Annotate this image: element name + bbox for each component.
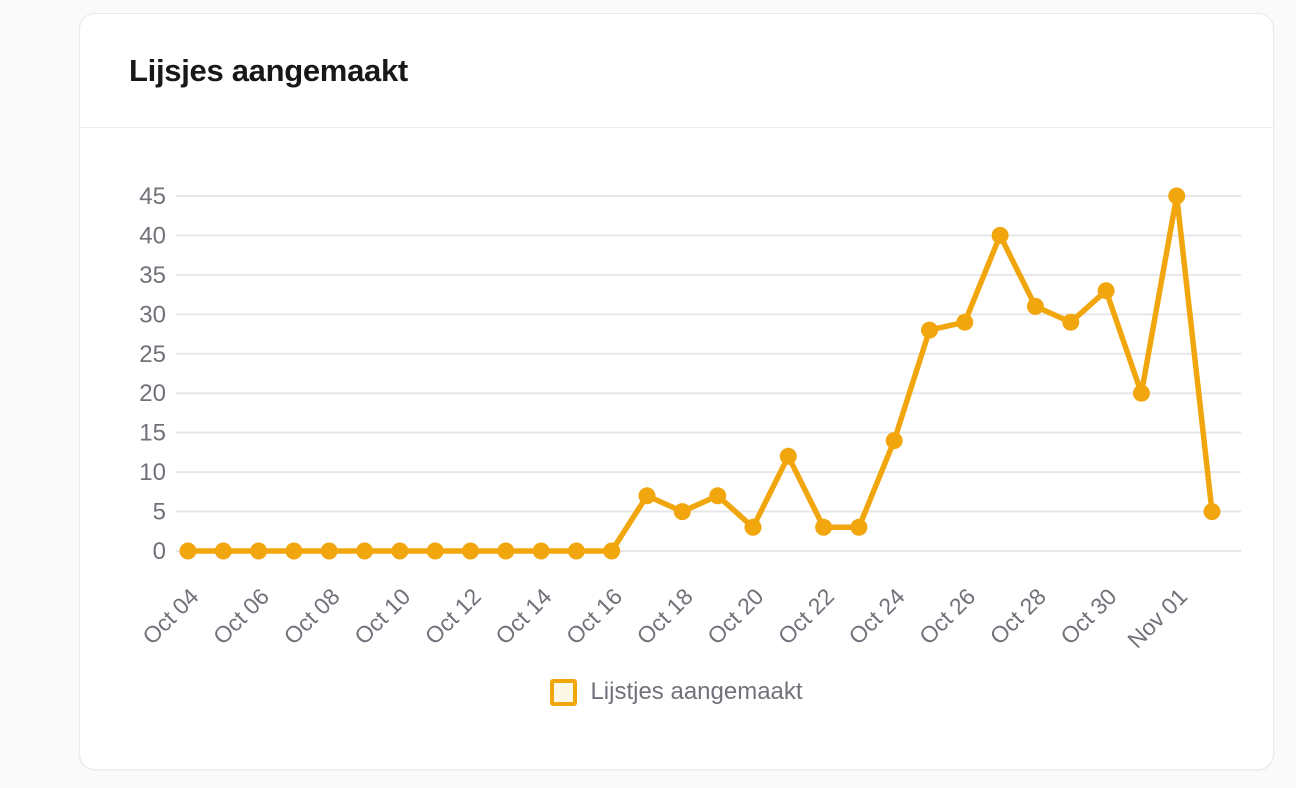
y-tick-label: 5 — [153, 499, 166, 526]
gridlines — [176, 195, 1241, 552]
x-tick-label: Oct 08 — [278, 583, 344, 649]
data-point[interactable] — [744, 518, 762, 536]
card-header: Lijsjes aangemaakt — [80, 14, 1273, 128]
x-tick-label: Oct 30 — [1055, 583, 1121, 649]
y-tick-label: 45 — [139, 183, 166, 210]
y-tick-label: 35 — [139, 262, 166, 289]
x-axis-tick-labels: Oct 04 Oct 06 Oct 08 Oct 10 Oct 12 Oct 14 Oct … — [137, 583, 1192, 653]
data-point[interactable] — [779, 447, 797, 465]
data-point[interactable] — [1203, 503, 1221, 521]
data-point[interactable] — [320, 542, 338, 560]
x-tick-label: Oct 12 — [420, 583, 486, 649]
data-point[interactable] — [567, 542, 585, 560]
data-point[interactable] — [1062, 313, 1080, 331]
x-tick-label: Oct 06 — [208, 583, 274, 649]
x-tick-label: Oct 20 — [702, 583, 768, 649]
data-point[interactable] — [956, 313, 974, 331]
data-point[interactable] — [921, 321, 938, 339]
data-point[interactable] — [462, 542, 479, 560]
x-tick-label: Oct 16 — [561, 583, 627, 649]
data-point[interactable] — [815, 518, 833, 536]
x-tick-label: Nov 01 — [1122, 583, 1192, 653]
chart-title: Lijsjes aangemaakt — [129, 52, 408, 88]
data-point[interactable] — [709, 487, 727, 505]
y-tick-label: 20 — [139, 380, 166, 407]
chart-card: Lijsjes aangemaakt 0 5 10 15 20 25 30 35 40 45 Oc… — [79, 13, 1274, 770]
legend-label: Lijstjes aangemaakt — [590, 678, 803, 705]
data-point[interactable] — [214, 542, 232, 560]
series-line — [185, 193, 1215, 554]
data-point[interactable] — [603, 542, 621, 560]
x-tick-label: Oct 22 — [773, 583, 839, 649]
y-tick-label: 40 — [139, 222, 166, 249]
y-tick-label: 15 — [139, 420, 166, 447]
line-series — [185, 193, 1215, 554]
x-tick-label: Oct 10 — [349, 583, 415, 649]
chart-area: 0 5 10 15 20 25 30 35 40 45 Oct 04 Oct 06 Oct 08 Oct… — [80, 128, 1273, 769]
y-tick-label: 10 — [139, 459, 166, 486]
data-point[interactable] — [1097, 282, 1115, 300]
data-point[interactable] — [1132, 384, 1150, 402]
data-point[interactable] — [1026, 297, 1044, 315]
data-point[interactable] — [285, 542, 303, 560]
y-tick-label: 0 — [153, 538, 166, 565]
x-tick-label: Oct 28 — [985, 583, 1051, 649]
y-axis-tick-labels: 0 5 10 15 20 25 30 35 40 45 — [139, 183, 166, 565]
data-point[interactable] — [532, 542, 550, 560]
x-tick-label: Oct 26 — [914, 583, 980, 649]
y-tick-label: 25 — [139, 341, 166, 368]
data-point[interactable] — [356, 542, 374, 560]
x-tick-label: Oct 04 — [137, 583, 203, 649]
data-point[interactable] — [1168, 187, 1186, 205]
data-point[interactable] — [991, 226, 1009, 244]
data-point[interactable] — [497, 542, 515, 560]
data-point[interactable] — [638, 487, 656, 505]
y-tick-label: 30 — [139, 301, 166, 328]
legend: Lijstjes aangemaakt — [80, 678, 1273, 706]
data-point[interactable] — [179, 542, 197, 560]
x-tick-label: Oct 24 — [843, 583, 909, 649]
x-tick-label: Oct 18 — [632, 583, 698, 649]
data-point[interactable] — [426, 542, 444, 560]
data-point[interactable] — [885, 432, 903, 450]
data-point[interactable] — [850, 518, 868, 536]
legend-swatch-icon[interactable] — [550, 678, 578, 706]
x-tick-label: Oct 14 — [490, 583, 556, 649]
data-points — [179, 187, 1221, 560]
data-point[interactable] — [250, 542, 268, 560]
data-point[interactable] — [391, 542, 409, 560]
data-point[interactable] — [673, 503, 691, 521]
